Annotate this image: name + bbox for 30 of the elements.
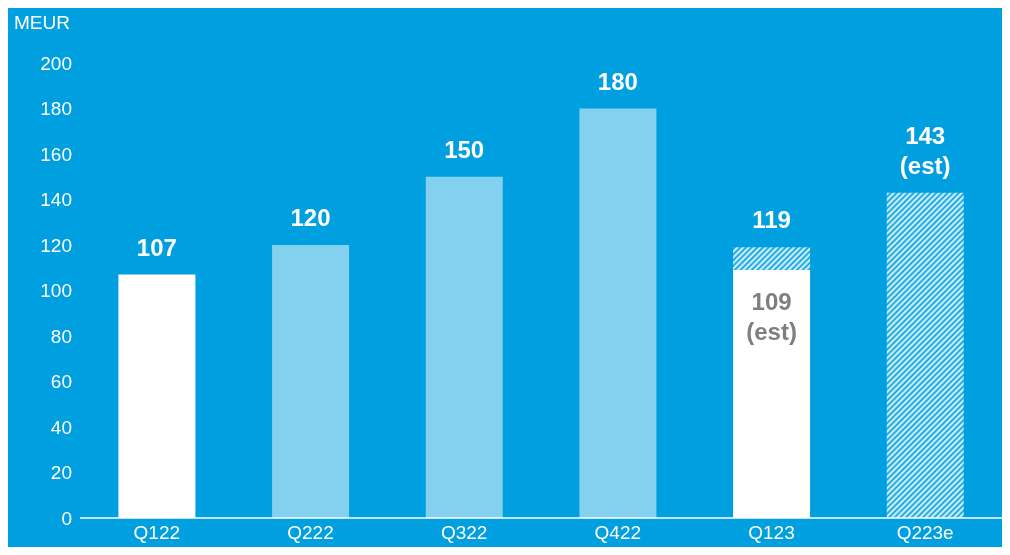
- bar: [425, 176, 503, 518]
- x-tick-label: Q422: [594, 522, 642, 544]
- y-tick-label: 20: [50, 462, 72, 484]
- y-tick-label: 160: [40, 143, 72, 165]
- total-label: 143 (est): [898, 120, 952, 181]
- y-tick-label: 200: [40, 52, 72, 74]
- total-label: 120: [289, 203, 332, 233]
- y-tick-label: 100: [40, 280, 72, 302]
- total-label: 119: [751, 205, 792, 236]
- data-label: 109 (est): [746, 288, 797, 346]
- total-label: 107: [135, 232, 178, 263]
- bar: [272, 245, 350, 518]
- y-tick-label: 140: [40, 189, 72, 211]
- total-label: 180: [596, 66, 639, 97]
- y-axis-title: MEUR: [14, 12, 70, 34]
- x-tick-label: Q123: [748, 522, 795, 544]
- bar: [579, 108, 657, 518]
- y-tick-label: 120: [40, 234, 72, 256]
- bar: [733, 247, 811, 271]
- x-tick-label: Q322: [440, 522, 488, 544]
- y-tick-label: 40: [50, 416, 72, 438]
- y-tick-label: 0: [61, 507, 72, 529]
- x-tick-label: Q122: [133, 522, 181, 544]
- total-label: 150: [443, 134, 486, 165]
- y-tick-label: 180: [40, 98, 72, 120]
- bar: [886, 192, 964, 518]
- y-tick-label: 80: [50, 325, 72, 347]
- y-tick-label: 60: [50, 371, 72, 393]
- x-tick-label: Q223e: [896, 522, 954, 544]
- x-tick-label: Q222: [287, 522, 334, 544]
